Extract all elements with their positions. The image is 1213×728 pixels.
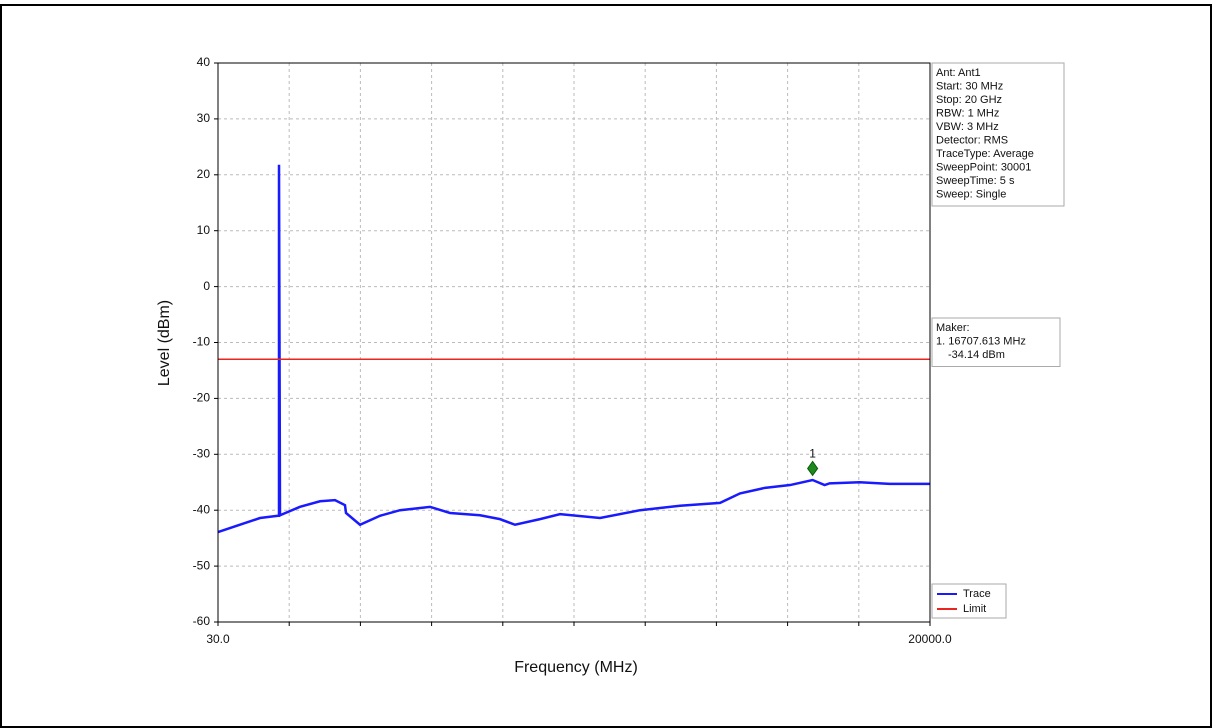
y-tick-label: -40 bbox=[193, 502, 211, 516]
info-line: RBW: 1 MHz bbox=[936, 107, 999, 119]
x-axis-label: Frequency (MHz) bbox=[514, 659, 638, 676]
line-series bbox=[217, 164, 930, 534]
info-line: Start: 30 MHz bbox=[936, 80, 1003, 92]
info-box: Maker:1. 16707.613 MHz -34.14 dBm bbox=[931, 317, 1061, 367]
y-tick-label: -20 bbox=[193, 391, 211, 405]
marker-point bbox=[807, 460, 819, 477]
plot-frame bbox=[217, 62, 931, 623]
y-tick-label: -30 bbox=[193, 446, 211, 460]
info-frame bbox=[931, 62, 1065, 207]
y-tick-label: 30 bbox=[197, 111, 211, 125]
info-line: Maker: bbox=[936, 322, 970, 334]
page-frame bbox=[0, 4, 1212, 728]
x-tick-label: 30.0 bbox=[206, 632, 230, 646]
legend-label: Trace bbox=[963, 588, 991, 600]
info-line: SweepTime: 5 s bbox=[936, 175, 1015, 187]
info-frame bbox=[931, 317, 1061, 367]
info-line: TraceType: Average bbox=[936, 148, 1034, 160]
info-line: Ant: Ant1 bbox=[936, 67, 981, 79]
info-line: Sweep: Single bbox=[936, 188, 1006, 200]
y-tick-label: 0 bbox=[203, 279, 210, 293]
info-line: 1. 16707.613 MHz bbox=[936, 335, 1026, 347]
x-tick-label: 20000.0 bbox=[908, 632, 952, 646]
y-tick-label: -60 bbox=[193, 614, 211, 628]
y-axis-label: Level (dBm) bbox=[156, 300, 173, 386]
y-tick-label: -10 bbox=[193, 335, 211, 349]
y-tick-label: -50 bbox=[193, 558, 211, 572]
info-line: Detector: RMS bbox=[936, 134, 1008, 146]
info-line: -34.14 dBm bbox=[948, 349, 1005, 361]
info-line: VBW: 3 MHz bbox=[936, 121, 999, 133]
y-tick-label: 20 bbox=[197, 167, 211, 181]
legend: Trace Limit bbox=[931, 583, 1007, 619]
y-tick-label: 10 bbox=[197, 223, 211, 237]
legend-frame bbox=[931, 583, 1007, 619]
marker-label: 1 bbox=[809, 447, 816, 461]
legend-label: Limit bbox=[963, 603, 986, 615]
info-line: SweepPoint: 30001 bbox=[936, 161, 1031, 173]
info-line: Stop: 20 GHz bbox=[936, 94, 1002, 106]
y-tick-label: 40 bbox=[197, 55, 211, 69]
